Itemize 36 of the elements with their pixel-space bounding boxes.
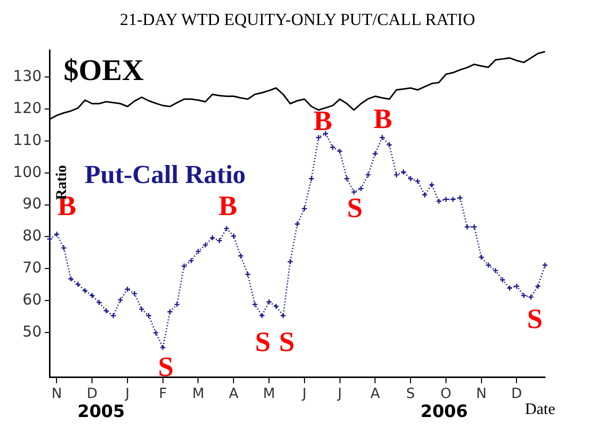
annotation: B: [374, 104, 392, 136]
x-tick-label: F: [158, 386, 167, 402]
y-tick-label: 130: [12, 67, 42, 86]
annotation: B: [218, 191, 238, 223]
x-tick-label: O: [440, 386, 452, 402]
x-tick-label: A: [228, 386, 239, 402]
x-tick-label: N: [476, 386, 487, 402]
y-tick-label: 70: [22, 258, 42, 277]
x-tick-label: J: [336, 386, 342, 402]
x-tick-label: A: [370, 386, 380, 402]
text: 2006: [420, 402, 468, 422]
annotation: S: [255, 327, 271, 359]
y-tick-label: 120: [12, 98, 42, 117]
y-tick-label: 90: [22, 194, 42, 213]
x-tick-label: S: [406, 386, 416, 402]
chart-title: 21-DAY WTD EQUITY-ONLY PUT/CALL RATIO: [118, 10, 476, 30]
x-tick-label: J: [301, 386, 306, 402]
annotation: S: [527, 304, 543, 336]
y-tick-label: 80: [22, 226, 42, 245]
y-tick-label: 100: [12, 162, 42, 181]
x-tick-label: D: [86, 386, 98, 402]
y-tick-label: 50: [22, 322, 42, 340]
annotation: S: [347, 193, 363, 225]
y-tick-label: 60: [22, 290, 42, 308]
series-label: $OEX: [64, 54, 144, 88]
annotation: B: [314, 106, 332, 138]
y-tick-label: 110: [12, 130, 42, 149]
x-tick-label: J: [124, 386, 130, 402]
x-tick-label: M: [192, 386, 204, 402]
x-tick-label: N: [51, 386, 62, 402]
text: 2005: [78, 402, 125, 422]
annotation: S: [279, 327, 295, 359]
x-axis-title: Date: [525, 401, 556, 420]
series-label: Put-Call Ratio: [84, 160, 246, 190]
x-tick-label: D: [511, 386, 522, 402]
x-tick-label: M: [262, 386, 276, 402]
